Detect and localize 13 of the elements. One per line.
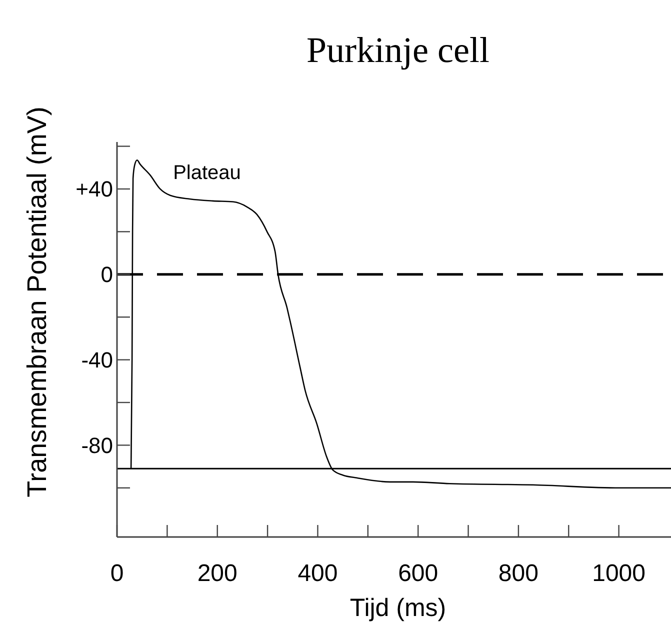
- x-tick-label: 1000: [592, 560, 646, 587]
- y-tick-label: +40: [76, 176, 113, 202]
- y-tick-label: -40: [81, 347, 113, 372]
- x-tick-label: 200: [197, 560, 238, 587]
- chart-title: Purkinje cell: [306, 30, 490, 70]
- x-tick-label: 800: [498, 560, 538, 587]
- y-tick-label: -80: [81, 432, 113, 458]
- annotation: Plateau: [173, 162, 241, 184]
- x-tick-label: 400: [298, 560, 338, 587]
- x-tick-label: 600: [398, 560, 438, 587]
- x-axis-title: Tijd (ms): [350, 594, 446, 622]
- y-tick-label: 0: [100, 262, 113, 288]
- y-axis-title: Transmembraan Potentiaal (mV): [22, 106, 52, 498]
